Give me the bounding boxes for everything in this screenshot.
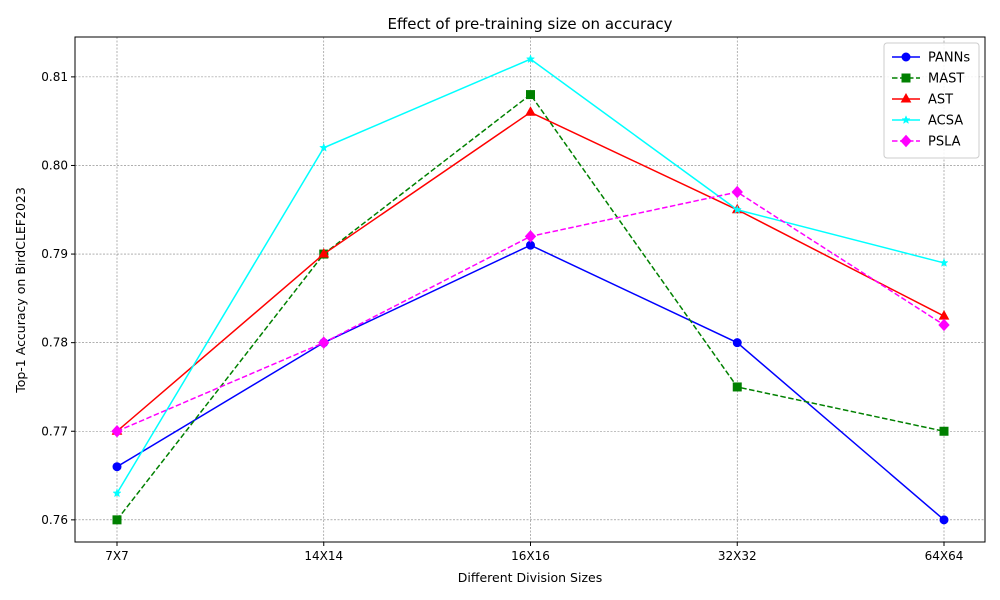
series-acsa — [112, 54, 949, 498]
axis-ticks: 7X7 14X14 16X16 32X32 64X64 0.76 0.77 0.78 0.79 0… — [41, 70, 963, 563]
data-point-mast — [939, 426, 949, 436]
x-tick-label: 32X32 — [718, 549, 757, 563]
y-tick-label: 0.76 — [41, 513, 68, 527]
y-tick-label: 0.78 — [41, 336, 68, 350]
data-point-panns — [732, 338, 742, 348]
data-point-acsa — [939, 258, 949, 267]
legend-label-psla: PSLA — [928, 135, 961, 150]
legend-marker-psla — [900, 134, 912, 148]
data-point-ast — [318, 248, 330, 258]
series-layer — [111, 54, 950, 525]
legend-marker-ast — [900, 92, 912, 103]
data-point-acsa — [525, 54, 536, 64]
legend-label-mast: MAST — [928, 72, 964, 87]
legend-label-ast: AST — [928, 93, 953, 108]
data-point-psla — [111, 425, 123, 438]
data-point-psla — [524, 230, 537, 243]
x-axis-label: Different Division Sizes — [458, 570, 602, 585]
legend-label-acsa: ACSA — [928, 114, 963, 129]
legend: PANNs MAST AST ACSA PSLA — [883, 42, 980, 159]
legend-label-panns: PANNs — [928, 51, 970, 66]
grid — [75, 37, 985, 542]
y-tick-label: 0.77 — [41, 424, 68, 438]
series-psla — [111, 185, 950, 438]
data-point-acsa — [112, 488, 122, 498]
data-point-mast — [526, 90, 535, 100]
series-line-mast — [116, 93, 945, 521]
x-tick-label: 16X16 — [511, 549, 550, 563]
legend-marker-mast — [901, 73, 911, 83]
y-axis-label: Top-1 Accuracy on BirdCLEF2023 — [13, 187, 28, 394]
data-point-mast — [112, 515, 122, 525]
x-tick-label: 7X7 — [105, 549, 129, 563]
data-point-psla — [731, 185, 743, 199]
data-point-psla — [318, 336, 330, 349]
data-point-psla — [938, 318, 950, 332]
data-point-mast — [732, 382, 742, 392]
data-point-panns — [112, 462, 122, 472]
data-point-acsa — [732, 204, 742, 214]
legend-marker-panns — [901, 52, 911, 62]
chart-title: Effect of pre-training size on accuracy — [387, 15, 672, 33]
y-tick-label: 0.80 — [41, 158, 68, 172]
y-tick-label: 0.79 — [41, 247, 68, 261]
legend-marker-acsa — [901, 115, 911, 124]
data-point-acsa — [319, 142, 329, 152]
data-point-panns — [939, 515, 949, 525]
y-tick-label: 0.81 — [41, 70, 68, 84]
data-point-ast — [525, 106, 536, 116]
legend-box — [883, 42, 980, 159]
x-tick-label: 64X64 — [925, 549, 964, 563]
x-tick-label: 14X14 — [304, 549, 343, 563]
